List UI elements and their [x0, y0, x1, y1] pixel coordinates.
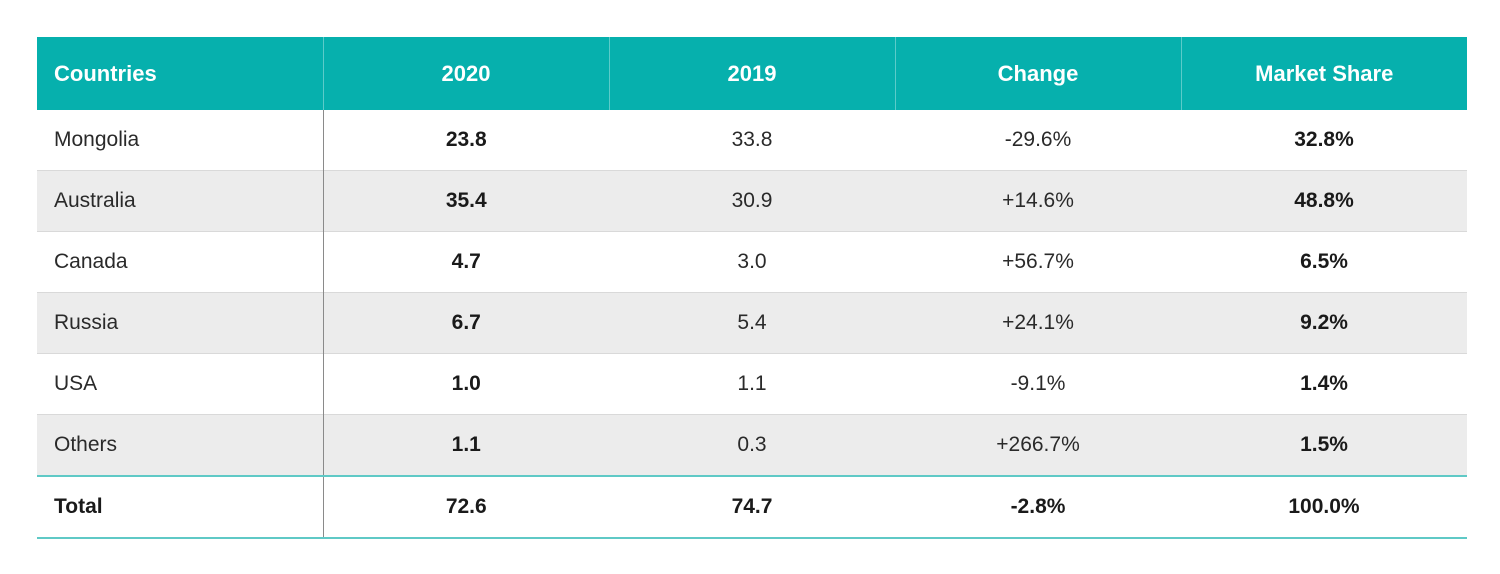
- cell-change: -9.1%: [1010, 372, 1066, 395]
- table-row: Mongolia 23.8 33.8 -29.6% 32.8%: [37, 110, 1467, 171]
- table-row: Russia 6.7 5.4 +24.1% 9.2%: [37, 292, 1467, 354]
- cell-2019: 30.9: [609, 170, 895, 232]
- cell-country: USA: [37, 353, 324, 415]
- total-change: -2.8%: [895, 475, 1181, 539]
- cell-market-share: 32.8%: [1294, 128, 1354, 151]
- cell-change: +266.7%: [895, 414, 1181, 476]
- cell-2020: 23.8: [445, 128, 487, 151]
- cell-market-share: 48.8%: [1181, 170, 1467, 232]
- header-market-share: Market Share: [1181, 37, 1467, 110]
- cell-change: +24.1%: [895, 292, 1181, 354]
- table-footer: Total 72.6 74.7 -2.8% 100.0%: [37, 475, 1467, 539]
- cell-2020: 1.1: [323, 414, 609, 476]
- cell-2019: 33.8: [731, 128, 773, 151]
- header-2020: 2020: [323, 37, 610, 110]
- table-row: USA 1.0 1.1 -9.1% 1.4%: [37, 353, 1467, 415]
- cell-2019: 0.3: [609, 414, 895, 476]
- cell-market-share: 9.2%: [1181, 292, 1467, 354]
- cell-change: +14.6%: [895, 170, 1181, 232]
- header-countries: Countries: [37, 37, 324, 110]
- table-row: Others 1.1 0.3 +266.7% 1.5%: [37, 414, 1467, 476]
- data-table-container: Countries 2020 2019 Change Market Share …: [37, 37, 1467, 539]
- cell-country: Russia: [37, 292, 324, 354]
- cell-2019: 3.0: [737, 250, 767, 273]
- total-2019: 74.7: [609, 475, 895, 539]
- total-2020: 72.6: [323, 475, 609, 539]
- cell-market-share: 1.5%: [1181, 414, 1467, 476]
- header-change: Change: [895, 37, 1182, 110]
- cell-change: +56.7%: [1002, 250, 1074, 273]
- market-table: Countries 2020 2019 Change Market Share …: [37, 37, 1467, 539]
- header-row: Countries 2020 2019 Change Market Share: [37, 37, 1467, 110]
- cell-country: Canada: [37, 231, 324, 293]
- cell-change: -29.6%: [1004, 128, 1072, 151]
- header-2019: 2019: [609, 37, 896, 110]
- cell-country: Australia: [37, 170, 324, 232]
- cell-2019: 1.1: [737, 372, 767, 395]
- cell-2020: 6.7: [323, 292, 609, 354]
- table-row: Australia 35.4 30.9 +14.6% 48.8%: [37, 170, 1467, 232]
- cell-2020: 35.4: [323, 170, 609, 232]
- cell-2020: 4.7: [451, 250, 481, 273]
- total-row: Total 72.6 74.7 -2.8% 100.0%: [37, 475, 1467, 539]
- cell-market-share: 1.4%: [1300, 372, 1348, 395]
- cell-2019: 5.4: [609, 292, 895, 354]
- table-row: Canada 4.7 3.0 +56.7% 6.5%: [37, 231, 1467, 293]
- total-label: Total: [37, 475, 324, 539]
- table-header: Countries 2020 2019 Change Market Share: [37, 37, 1467, 110]
- cell-country: Others: [37, 414, 324, 476]
- cell-2020: 1.0: [451, 372, 481, 395]
- cell-market-share: 6.5%: [1300, 250, 1348, 273]
- total-market-share: 100.0%: [1181, 475, 1467, 539]
- table-body: Mongolia 23.8 33.8 -29.6% 32.8% Australi…: [37, 110, 1467, 476]
- cell-country: Mongolia: [37, 110, 324, 171]
